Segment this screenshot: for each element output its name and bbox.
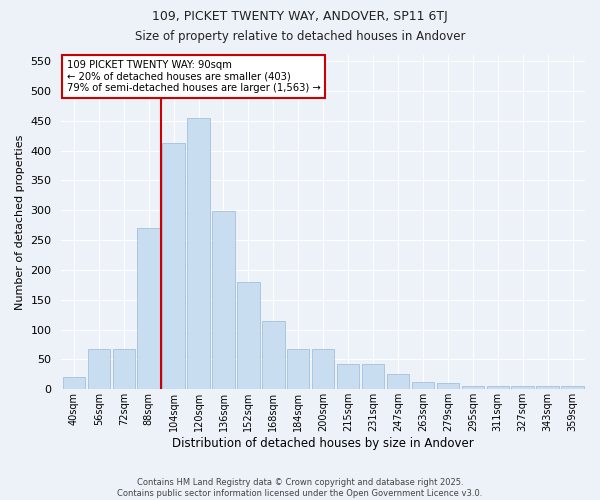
Bar	[137, 228, 160, 390]
Text: Contains HM Land Registry data © Crown copyright and database right 2025.
Contai: Contains HM Land Registry data © Crown c…	[118, 478, 482, 498]
Bar	[412, 382, 434, 390]
Bar	[536, 386, 559, 390]
Bar	[562, 386, 584, 390]
Bar	[187, 118, 210, 390]
Bar	[362, 364, 384, 390]
Bar	[287, 348, 310, 390]
Bar	[88, 348, 110, 390]
Bar	[437, 384, 459, 390]
Bar	[511, 386, 534, 390]
Bar	[337, 364, 359, 390]
X-axis label: Distribution of detached houses by size in Andover: Distribution of detached houses by size …	[172, 437, 474, 450]
Bar	[237, 282, 260, 390]
Text: 109, PICKET TWENTY WAY, ANDOVER, SP11 6TJ: 109, PICKET TWENTY WAY, ANDOVER, SP11 6T…	[152, 10, 448, 23]
Text: Size of property relative to detached houses in Andover: Size of property relative to detached ho…	[135, 30, 465, 43]
Bar	[387, 374, 409, 390]
Bar	[212, 212, 235, 390]
Bar	[113, 348, 135, 390]
Text: 109 PICKET TWENTY WAY: 90sqm
← 20% of detached houses are smaller (403)
79% of s: 109 PICKET TWENTY WAY: 90sqm ← 20% of de…	[67, 60, 320, 93]
Y-axis label: Number of detached properties: Number of detached properties	[15, 134, 25, 310]
Bar	[312, 348, 334, 390]
Bar	[163, 143, 185, 390]
Bar	[487, 386, 509, 390]
Bar	[262, 320, 284, 390]
Bar	[62, 378, 85, 390]
Bar	[461, 386, 484, 390]
